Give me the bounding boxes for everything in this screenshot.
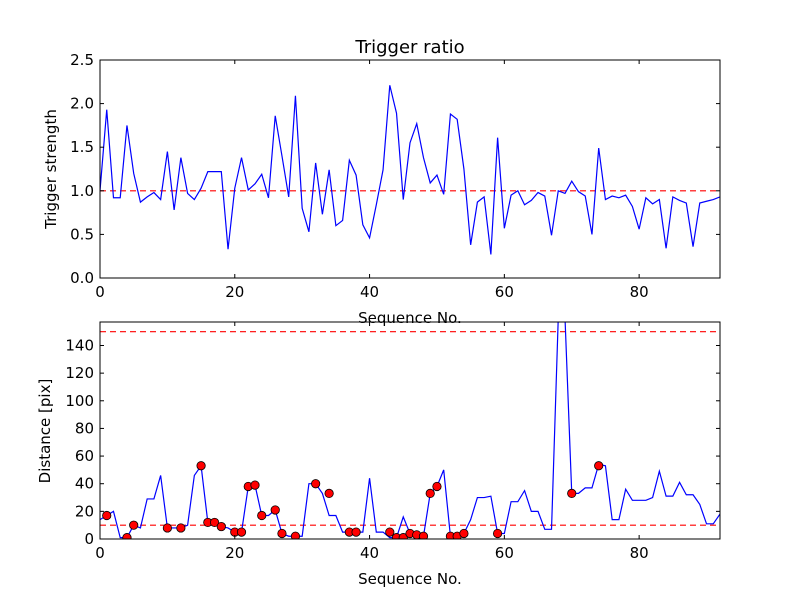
bottom-x-tick-label: 0 bbox=[95, 544, 105, 562]
top-y-tick-label: 2.5 bbox=[70, 51, 94, 69]
bottom-data-point bbox=[176, 523, 186, 533]
top-plot-area bbox=[100, 85, 720, 255]
chart-title: Trigger ratio bbox=[354, 37, 464, 58]
top-x-tick-label: 60 bbox=[495, 283, 514, 301]
bottom-data-point bbox=[385, 527, 395, 537]
bottom-data-point bbox=[257, 510, 267, 521]
bottom-data-point bbox=[418, 531, 429, 539]
top-x-tick-label: 80 bbox=[630, 283, 649, 301]
top-x-axis-label: Sequence No. bbox=[358, 309, 462, 327]
bottom-data-point bbox=[567, 488, 577, 498]
bottom-data-point bbox=[209, 517, 220, 528]
bottom-data-point bbox=[162, 523, 172, 533]
bottom-data-point bbox=[311, 479, 321, 489]
bottom-x-tick-label: 40 bbox=[360, 544, 379, 562]
bottom-data-point bbox=[425, 488, 435, 498]
top-x-tick-label: 40 bbox=[360, 283, 379, 301]
bottom-y-axis-label: Distance [pix] bbox=[36, 379, 54, 484]
top-y-tick-label: 0.5 bbox=[70, 225, 94, 243]
bottom-data-point bbox=[594, 461, 604, 471]
bottom-y-tick-label: 80 bbox=[75, 419, 94, 437]
bottom-data-point bbox=[102, 510, 112, 521]
top-series-line bbox=[100, 85, 720, 255]
top-y-tick-label: 1.0 bbox=[70, 182, 94, 200]
bottom-y-tick-label: 0 bbox=[84, 530, 94, 548]
top-x-tick-label: 0 bbox=[95, 283, 105, 301]
bottom-y-tick-label: 140 bbox=[65, 336, 94, 354]
bottom-x-axis-label: Sequence No. bbox=[358, 570, 462, 588]
top-axes-frame bbox=[99, 59, 721, 279]
bottom-plot-area bbox=[100, 322, 720, 539]
bottom-data-point bbox=[122, 533, 132, 539]
bottom-y-tick-label: 40 bbox=[75, 475, 94, 493]
bottom-data-point bbox=[432, 481, 442, 492]
bottom-y-tick-label: 60 bbox=[75, 447, 94, 465]
bottom-data-point bbox=[459, 528, 469, 539]
bottom-series-line bbox=[100, 322, 720, 539]
bottom-data-point bbox=[196, 461, 206, 471]
bottom-data-point bbox=[129, 520, 139, 530]
bottom-data-point bbox=[216, 521, 226, 532]
bottom-data-point bbox=[351, 527, 361, 537]
top-plot-panel: Trigger ratio Sequence No. Trigger stren… bbox=[42, 37, 721, 327]
bottom-axes-frame bbox=[99, 321, 721, 540]
bottom-x-tick-label: 80 bbox=[630, 544, 649, 562]
top-y-tick-label: 0.0 bbox=[70, 269, 94, 287]
bottom-data-point bbox=[236, 527, 247, 537]
bottom-data-point bbox=[398, 533, 408, 539]
bottom-data-point bbox=[324, 488, 334, 498]
bottom-data-point bbox=[493, 528, 503, 539]
bottom-data-point bbox=[277, 528, 287, 539]
bottom-data-point bbox=[250, 480, 260, 490]
bottom-y-tick-label: 20 bbox=[75, 502, 94, 520]
top-y-tick-label: 1.5 bbox=[70, 138, 94, 156]
top-x-tick-label: 20 bbox=[225, 283, 244, 301]
bottom-plot-panel: Sequence No. Distance [pix] 0 20 40 60 80 0 20… bbox=[36, 321, 721, 588]
bottom-data-point bbox=[270, 505, 280, 515]
top-y-tick-label: 2.0 bbox=[70, 95, 94, 113]
bottom-data-point bbox=[290, 531, 301, 539]
bottom-x-tick-label: 20 bbox=[225, 544, 244, 562]
bottom-y-tick-label: 120 bbox=[65, 364, 94, 382]
bottom-y-tick-label: 100 bbox=[65, 392, 94, 410]
bottom-x-tick-label: 60 bbox=[495, 544, 514, 562]
top-y-axis-label: Trigger strength bbox=[42, 109, 60, 230]
